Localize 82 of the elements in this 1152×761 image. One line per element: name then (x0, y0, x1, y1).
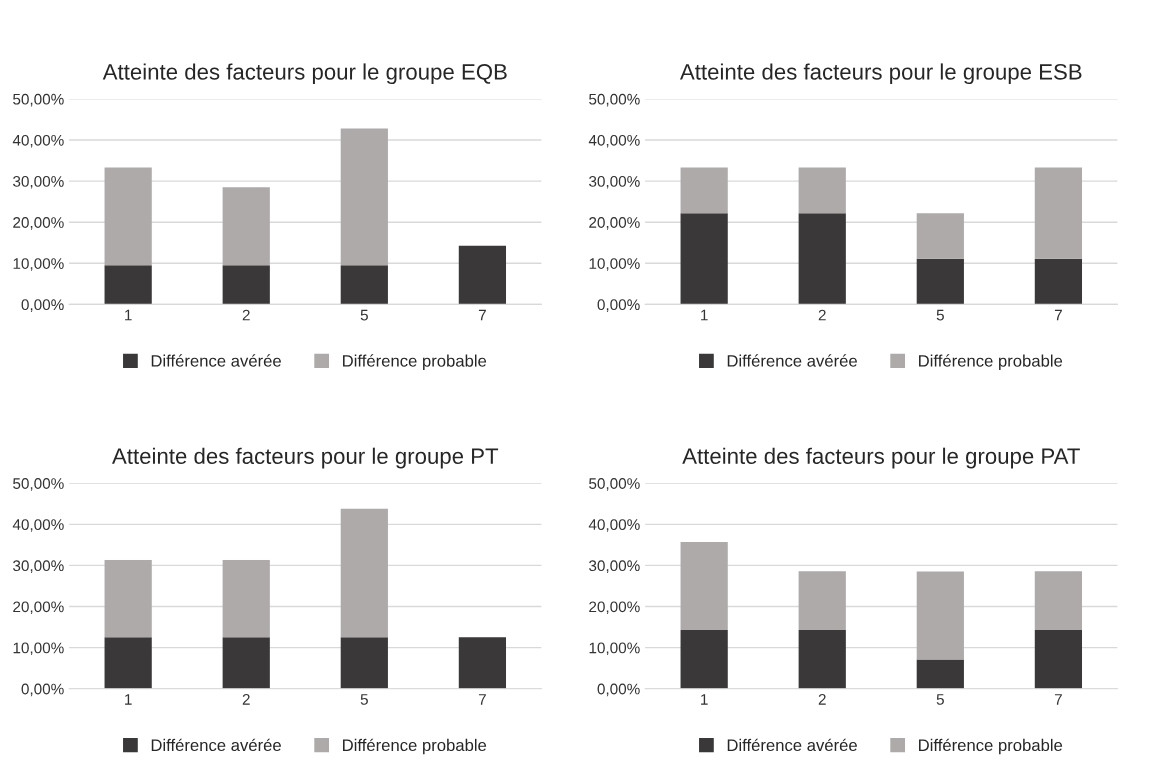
x-tick-label: 2 (818, 309, 826, 321)
y-tick-label: 30,00% (13, 175, 64, 189)
x-tick-label: 5 (360, 694, 368, 705)
y-tick-label: 10,00% (13, 258, 64, 271)
y-tick-label: 30,00% (589, 175, 640, 189)
bar (104, 167, 152, 266)
bar (916, 659, 964, 689)
y-tick-label: 30,00% (13, 560, 64, 573)
x-tick-label: 5 (936, 309, 944, 321)
bar (1034, 571, 1083, 630)
y-tick-label: 20,00% (13, 217, 64, 230)
bar (458, 637, 507, 689)
bar (1034, 629, 1083, 689)
x-tick-label: 2 (818, 693, 826, 705)
bar (680, 167, 728, 214)
chart-title: Atteinte des facteurs pour le groupe PT (112, 447, 499, 469)
bar (798, 571, 846, 630)
bar (222, 560, 270, 638)
y-tick-label: 0,00% (21, 299, 64, 312)
x-tick-label: 2 (242, 693, 250, 705)
bar (798, 213, 846, 305)
x-tick-label: 1 (125, 309, 132, 321)
x-tick-label: 1 (701, 309, 708, 321)
legend-label: Différence probable (343, 354, 487, 371)
bar (458, 245, 507, 305)
chart-title: Atteinte des facteurs pour le groupe EQB (102, 63, 507, 85)
legend-label: Différence avérée (727, 354, 857, 367)
x-tick-label: 7 (478, 309, 486, 321)
bar (1034, 258, 1083, 305)
bar (680, 542, 728, 630)
y-tick-label: 40,00% (12, 519, 64, 532)
y-tick-label: 10,00% (589, 642, 640, 656)
x-tick-label: 7 (1054, 309, 1062, 321)
x-tick-label: 2 (242, 309, 250, 321)
x-tick-label: 1 (125, 694, 132, 705)
x-tick-label: 5 (936, 694, 944, 705)
legend-label: Différence probable (343, 738, 487, 755)
bar (222, 637, 270, 689)
x-tick-label: 5 (360, 309, 368, 321)
x-tick-label: 7 (478, 694, 486, 705)
bar (340, 637, 388, 689)
bar (916, 213, 964, 259)
y-tick-label: 0,00% (21, 683, 64, 697)
y-tick-label: 10,00% (13, 642, 64, 656)
legend-label: Différence avérée (151, 738, 281, 752)
legend-label: Différence probable (919, 354, 1063, 371)
y-tick-label: 20,00% (13, 601, 64, 615)
y-tick-label: 20,00% (589, 601, 640, 615)
bar (340, 508, 388, 638)
legend-label: Différence avérée (727, 738, 857, 752)
bar (680, 213, 728, 305)
y-tick-label: 50,00% (13, 478, 64, 491)
y-tick-label: 50,00% (589, 478, 640, 491)
y-tick-label: 0,00% (597, 683, 640, 697)
bar (1034, 167, 1083, 259)
bar (798, 629, 846, 689)
y-tick-label: 0,00% (597, 299, 640, 312)
bar (798, 167, 846, 214)
bar (104, 265, 152, 305)
y-tick-label: 40,00% (588, 134, 640, 148)
y-tick-label: 40,00% (588, 519, 640, 532)
bar (222, 265, 270, 305)
y-tick-label: 10,00% (589, 258, 640, 271)
y-tick-label: 50,00% (589, 93, 640, 107)
bar (104, 560, 152, 638)
bar (916, 258, 964, 305)
x-tick-label: 7 (1054, 694, 1062, 705)
bar (340, 265, 388, 305)
bar (916, 571, 964, 660)
bar (222, 187, 270, 266)
bar (680, 629, 728, 689)
legend-label: Différence avérée (151, 354, 281, 367)
y-tick-label: 30,00% (589, 560, 640, 573)
y-tick-label: 40,00% (12, 134, 64, 148)
x-tick-label: 1 (701, 694, 708, 705)
y-tick-label: 50,00% (13, 93, 64, 107)
bar (340, 128, 388, 266)
chart-title: Atteinte des facteurs pour le groupe PAT (682, 447, 1080, 469)
y-tick-label: 20,00% (589, 217, 640, 230)
bar (104, 637, 152, 689)
chart-title: Atteinte des facteurs pour le groupe ESB (679, 63, 1082, 85)
legend-label: Différence probable (919, 738, 1063, 755)
